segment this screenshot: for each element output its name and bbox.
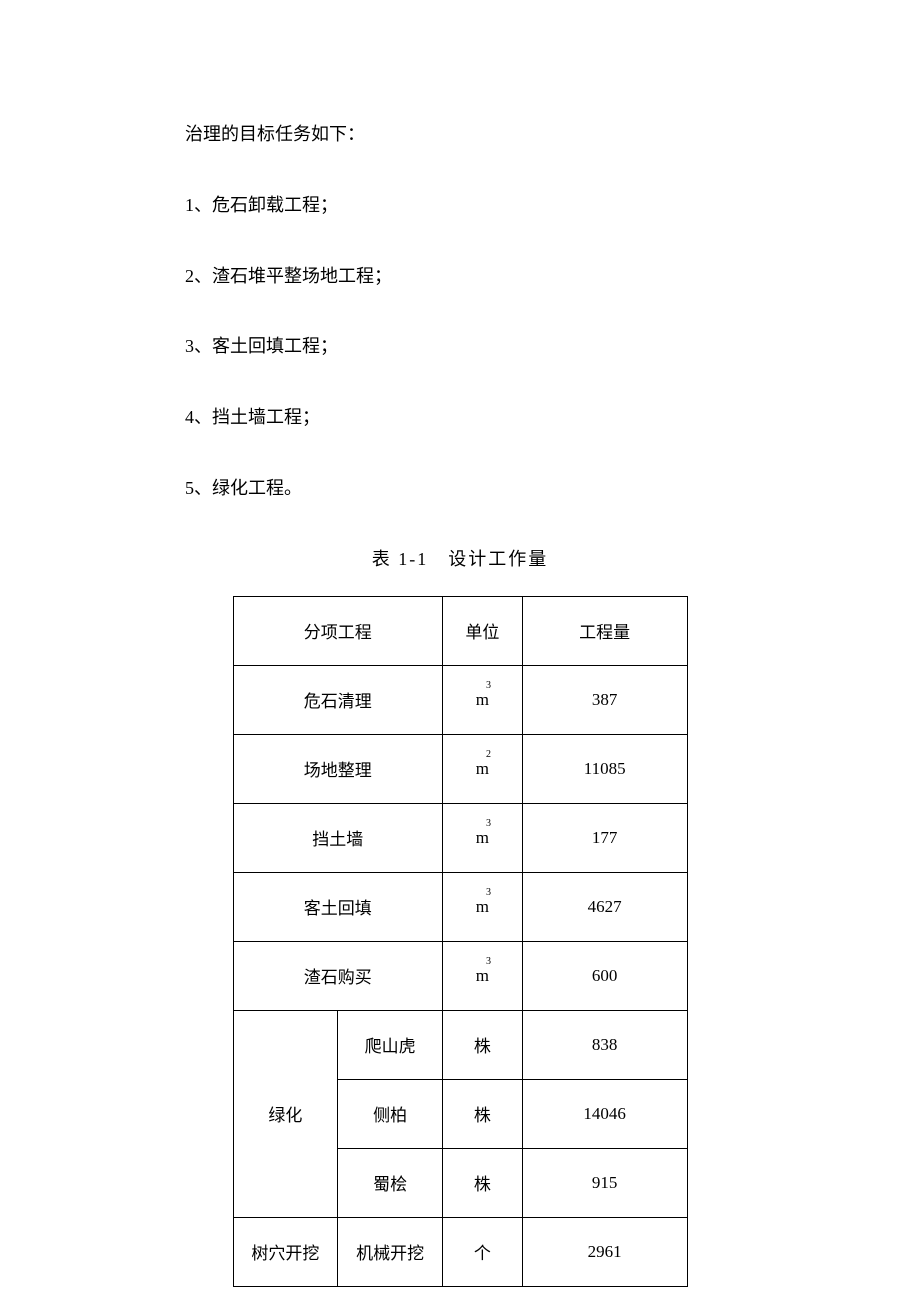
unit-exponent: 2 (486, 749, 491, 760)
cell-qty: 600 (522, 941, 687, 1010)
unit-base: m (476, 828, 489, 847)
workload-table: 分项工程 单位 工程量 危石清理 m 3 387 场地整理 m 2 11085 … (233, 596, 688, 1287)
cell-qty: 4627 (522, 872, 687, 941)
cell-item: 客土回填 (233, 872, 443, 941)
cell-unit: m 3 (443, 872, 523, 941)
cell-qty: 14046 (522, 1079, 687, 1148)
unit-exponent: 3 (486, 887, 491, 898)
table-row: 绿化 爬山虎 株 838 (233, 1010, 687, 1079)
cell-qty: 838 (522, 1010, 687, 1079)
cell-unit: m 2 (443, 734, 523, 803)
cell-qty: 11085 (522, 734, 687, 803)
table-row: 渣石购买 m 3 600 (233, 941, 687, 1010)
cell-sub-item: 侧柏 (338, 1079, 443, 1148)
cell-item: 场地整理 (233, 734, 443, 803)
header-item: 分项工程 (233, 596, 443, 665)
table-row: 树穴开挖 机械开挖 个 2961 (233, 1217, 687, 1286)
unit-base: m (476, 759, 489, 778)
table-row: 客土回填 m 3 4627 (233, 872, 687, 941)
cell-sub-item: 爬山虎 (338, 1010, 443, 1079)
unit-base: m (476, 966, 489, 985)
unit-exponent: 3 (486, 818, 491, 829)
intro-text: 治理的目标任务如下： (185, 120, 735, 149)
task-list-item: 3、客土回填工程； (185, 332, 735, 361)
table-row: 危石清理 m 3 387 (233, 665, 687, 734)
cell-unit: m 3 (443, 665, 523, 734)
cell-group-label: 树穴开挖 (233, 1217, 338, 1286)
unit-exponent: 3 (486, 680, 491, 691)
task-list-item: 5、绿化工程。 (185, 474, 735, 503)
header-unit: 单位 (443, 596, 523, 665)
table-header-row: 分项工程 单位 工程量 (233, 596, 687, 665)
cell-qty: 177 (522, 803, 687, 872)
cell-unit: 个 (443, 1217, 523, 1286)
cell-qty: 387 (522, 665, 687, 734)
table-caption: 表 1-1 设计工作量 (185, 545, 735, 571)
cell-qty: 915 (522, 1148, 687, 1217)
cell-sub-item: 机械开挖 (338, 1217, 443, 1286)
cell-item: 渣石购买 (233, 941, 443, 1010)
unit-base: m (476, 897, 489, 916)
cell-unit: 株 (443, 1148, 523, 1217)
cell-unit: m 3 (443, 803, 523, 872)
table-row: 场地整理 m 2 11085 (233, 734, 687, 803)
cell-unit: 株 (443, 1010, 523, 1079)
task-list-item: 4、挡土墙工程； (185, 403, 735, 432)
header-quantity: 工程量 (522, 596, 687, 665)
cell-qty: 2961 (522, 1217, 687, 1286)
cell-unit: m 3 (443, 941, 523, 1010)
table-row: 挡土墙 m 3 177 (233, 803, 687, 872)
task-list-item: 1、危石卸载工程； (185, 191, 735, 220)
task-list-item: 2、渣石堆平整场地工程； (185, 262, 735, 291)
cell-item: 危石清理 (233, 665, 443, 734)
unit-base: m (476, 690, 489, 709)
cell-group-label: 绿化 (233, 1010, 338, 1217)
unit-exponent: 3 (486, 956, 491, 967)
cell-item: 挡土墙 (233, 803, 443, 872)
cell-unit: 株 (443, 1079, 523, 1148)
cell-sub-item: 蜀桧 (338, 1148, 443, 1217)
